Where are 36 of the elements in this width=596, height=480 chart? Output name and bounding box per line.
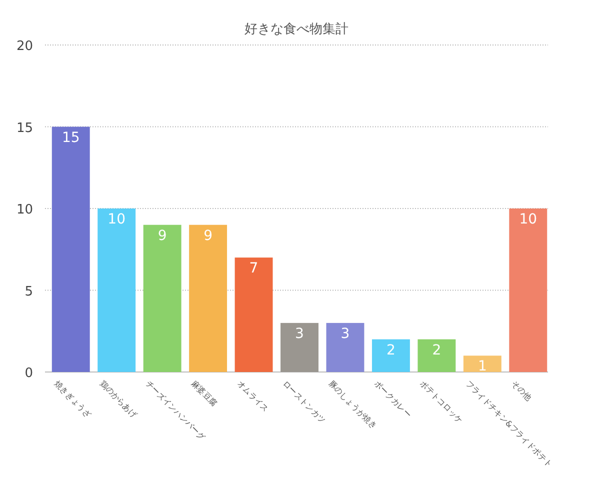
x-tick-label: オムライス <box>235 379 270 414</box>
x-tick-label: 焼きぎょうざ <box>52 379 93 420</box>
y-tick-label: 10 <box>16 202 33 218</box>
data-label: 10 <box>108 212 126 228</box>
x-tick-label: ローストンカツ <box>281 379 328 426</box>
data-label: 1 <box>478 358 487 375</box>
data-label: 15 <box>62 130 80 146</box>
y-tick-label: 15 <box>16 120 33 136</box>
y-tick-label: 20 <box>16 39 33 54</box>
bar <box>280 322 318 372</box>
data-label: 3 <box>340 326 350 342</box>
chart-title: 好きな食べ物集計 <box>244 22 348 37</box>
data-label: 2 <box>432 342 442 358</box>
data-label: 9 <box>158 228 167 244</box>
bar <box>418 339 456 372</box>
bar <box>463 356 502 372</box>
data-label: 9 <box>204 228 213 244</box>
y-tick-label: 0 <box>24 366 33 381</box>
bar <box>234 258 273 372</box>
bar <box>509 208 548 372</box>
data-label: 7 <box>249 260 258 277</box>
y-tick-label: 5 <box>24 284 33 300</box>
x-tick-label: 鶏のからあげ <box>98 379 140 420</box>
x-tick-label: その他 <box>510 379 534 402</box>
data-label: 3 <box>295 326 304 342</box>
bar <box>372 339 410 372</box>
x-tick-label: ポテトコロッケ <box>418 379 464 426</box>
data-label: 10 <box>519 212 538 228</box>
x-tick-label: ポークカレー <box>372 379 413 420</box>
bar <box>98 208 136 372</box>
bar <box>143 224 182 372</box>
bar <box>326 322 364 372</box>
data-label: 2 <box>386 342 396 358</box>
x-tick-label: 麻婆豆腐 <box>190 379 219 408</box>
bar <box>189 224 228 372</box>
bar <box>52 126 90 372</box>
